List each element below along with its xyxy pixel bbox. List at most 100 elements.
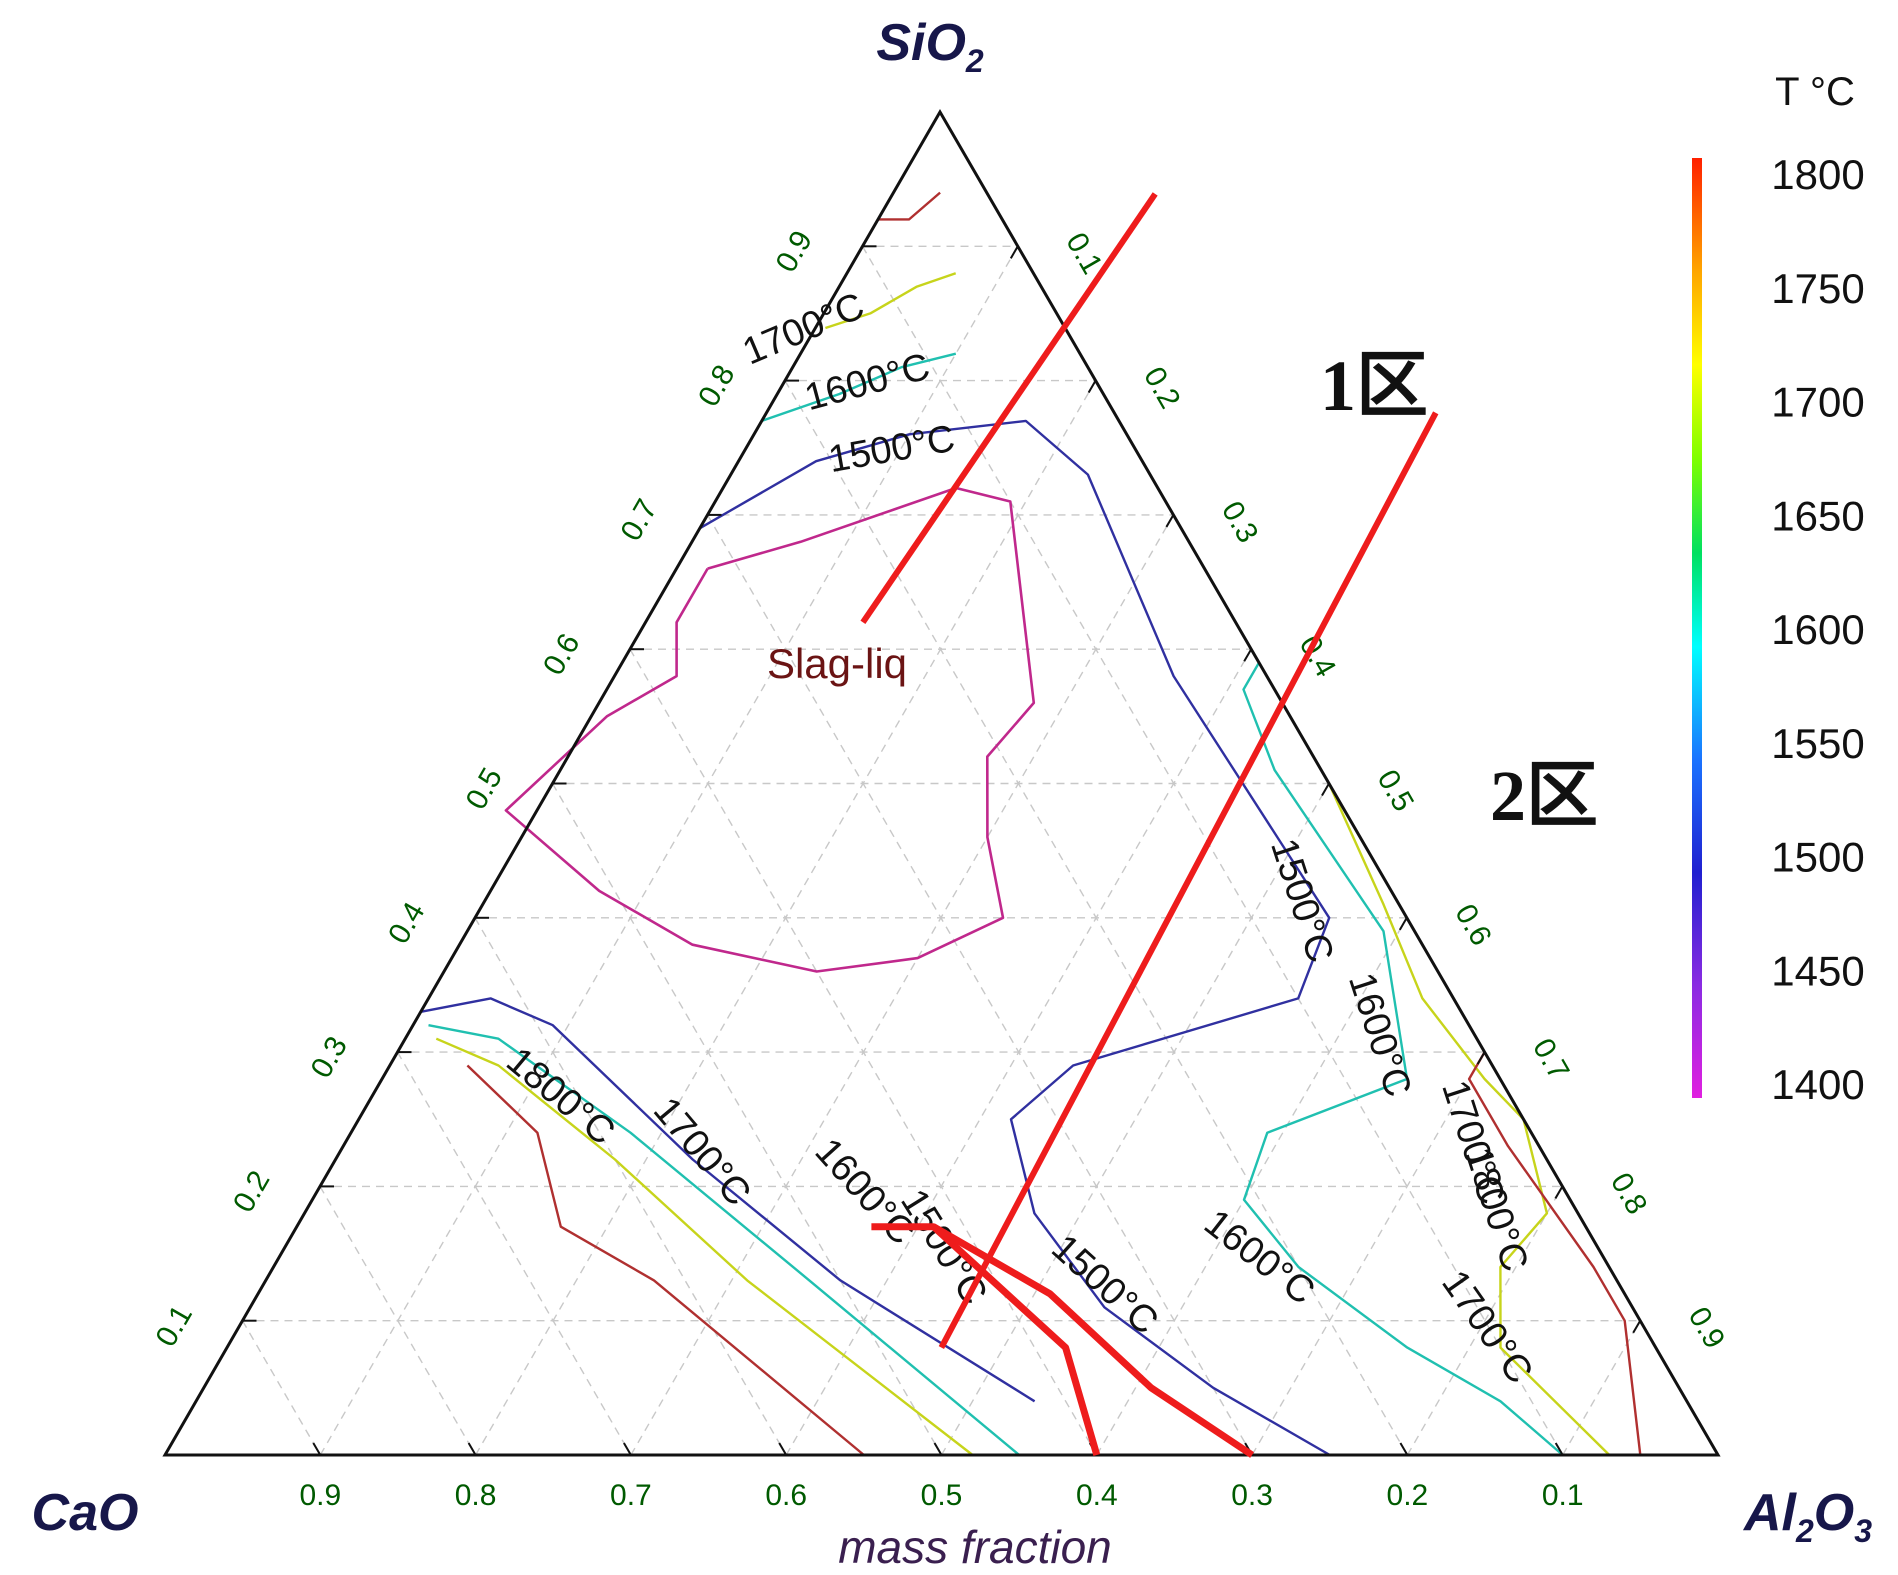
left-tick-label: 0.7 xyxy=(615,494,664,547)
left-tick-label: 0.9 xyxy=(770,225,819,278)
bottom-tick-label: 0.2 xyxy=(1387,1479,1429,1512)
right-tick-mark xyxy=(1087,380,1097,394)
liquidus-boundary xyxy=(504,486,1036,973)
colorbar-tick-label: 1600 xyxy=(1771,606,1864,653)
zone-1-label: 1区 xyxy=(1320,346,1428,426)
isotherm-label: 1800°C xyxy=(1457,1143,1536,1277)
right-tick-mark xyxy=(1398,917,1408,931)
zone-2-label: 2区 xyxy=(1490,756,1598,836)
isotherm-1700 xyxy=(435,1037,974,1456)
right-tick-label: 0.5 xyxy=(1371,764,1420,817)
bottom-tick-mark xyxy=(467,1442,477,1456)
grid-line xyxy=(861,245,1564,1456)
red-boundary-line xyxy=(871,1223,1101,1456)
grid-line xyxy=(241,1320,321,1456)
liquidus-line xyxy=(504,486,1036,973)
colorbar-tick-label: 1400 xyxy=(1771,1061,1864,1108)
grid-line xyxy=(319,245,1019,1456)
right-tick-mark xyxy=(1165,514,1175,528)
colorbar-tick-label: 1500 xyxy=(1771,834,1864,881)
top-component-label: SiO2 xyxy=(876,14,984,79)
isotherm-label: 1500°C xyxy=(1262,834,1341,968)
zone-lines xyxy=(860,192,1439,1349)
right-tick-label: 0.8 xyxy=(1604,1167,1653,1220)
bottom-tick-mark xyxy=(1399,1442,1409,1456)
right-tick-mark xyxy=(1009,245,1019,259)
left-tick-label: 0.1 xyxy=(150,1300,199,1353)
bottom-tick-mark xyxy=(312,1442,322,1456)
axis-title: mass fraction xyxy=(838,1521,1112,1573)
grid-line xyxy=(551,783,943,1456)
left-tick-label: 0.3 xyxy=(305,1031,354,1084)
isotherm-1500 xyxy=(420,997,1036,1403)
isotherm-lines xyxy=(420,191,1642,1457)
bottom-tick-label: 0.8 xyxy=(455,1479,497,1512)
colorbar-ticks: 1800 1750 1700 1650 1600 1550 1500 1450 1400 xyxy=(1771,151,1864,1108)
red-boundary xyxy=(871,1223,1255,1458)
left-tick-label: 0.2 xyxy=(227,1165,276,1218)
colorbar-tick-label: 1800 xyxy=(1771,151,1864,198)
colorbar-tick-label: 1650 xyxy=(1771,492,1864,539)
left-tick-label: 0.5 xyxy=(460,762,509,815)
isotherm-1800 xyxy=(466,1064,865,1456)
bottom-tick-label: 0.1 xyxy=(1542,1479,1584,1512)
grid-line xyxy=(1096,917,1408,1456)
isotherm-label: 1500°C xyxy=(825,418,958,481)
right-tick-label: 0.9 xyxy=(1682,1302,1731,1355)
right-tick-mark xyxy=(1554,1185,1564,1199)
right-tick-mark xyxy=(1321,782,1330,797)
bottom-tick-label: 0.3 xyxy=(1231,1479,1273,1512)
isotherm-label: 1700°C xyxy=(645,1090,759,1214)
isotherm-label: 1800°C xyxy=(498,1040,622,1154)
isotherm-label: 1500°C xyxy=(1043,1227,1166,1343)
isotherm-1600 xyxy=(428,1024,1020,1456)
bottom-tick-label: 0.9 xyxy=(299,1479,341,1512)
right-component-label: Al2O3 xyxy=(1742,1484,1872,1549)
grid-line xyxy=(1406,1186,1564,1456)
grid-line xyxy=(940,783,1330,1456)
left-tick-label: 0.4 xyxy=(382,897,431,950)
right-tick-mark xyxy=(1632,1320,1642,1334)
red-boundary-line xyxy=(931,1223,1255,1458)
isotherm-label: 1600°C xyxy=(800,346,934,419)
bottom-tick-mark xyxy=(933,1442,943,1456)
isotherm-label: 1500°C xyxy=(892,1182,995,1312)
isotherm-labels: 1700°C1600°C1500°C1500°C1600°C1700°C1800… xyxy=(498,285,1540,1391)
left-tick-label: 0.6 xyxy=(537,628,586,681)
bottom-tick-label: 0.6 xyxy=(765,1479,807,1512)
right-tick-label: 0.6 xyxy=(1448,899,1497,952)
zone-2-line xyxy=(938,411,1439,1349)
isotherm-1800 xyxy=(1467,1051,1642,1456)
isotherm-label: 1700°C xyxy=(737,285,870,373)
grid-line xyxy=(1562,1320,1641,1456)
left-tick-label: 0.8 xyxy=(692,360,741,413)
colorbar-tick-label: 1750 xyxy=(1771,265,1864,312)
colorbar-tick-label: 1700 xyxy=(1771,379,1864,426)
zone-1-line xyxy=(860,192,1158,625)
slag-liq-label: Slag-liq xyxy=(767,640,907,687)
isotherm-1600 xyxy=(761,352,957,423)
right-tick-label: 0.3 xyxy=(1215,496,1264,549)
grid-line xyxy=(1251,1051,1486,1456)
colorbar xyxy=(1692,158,1702,1098)
colorbar-title: T °C xyxy=(1775,70,1855,114)
colorbar-tick-label: 1450 xyxy=(1771,947,1864,994)
right-tick-mark xyxy=(1243,648,1253,662)
left-component-label: CaO xyxy=(32,1484,139,1542)
isotherm-label: 1600°C xyxy=(807,1130,923,1253)
right-tick-label: 0.2 xyxy=(1137,362,1186,415)
right-tick-label: 0.7 xyxy=(1526,1033,1575,1086)
bottom-tick-mark xyxy=(1554,1442,1564,1456)
grid-line xyxy=(396,1051,632,1456)
bottom-tick-label: 0.5 xyxy=(921,1479,963,1512)
bottom-tick-mark xyxy=(623,1442,632,1456)
grid-line xyxy=(474,917,787,1456)
bottom-tick-label: 0.4 xyxy=(1076,1479,1118,1512)
isotherm-1700 xyxy=(825,272,957,330)
right-tick-mark xyxy=(1476,1051,1486,1065)
isotherm-label: 1600°C xyxy=(1340,968,1419,1102)
grid-line xyxy=(319,1186,477,1456)
isotherm-1800 xyxy=(878,191,941,221)
colorbar-tick-label: 1550 xyxy=(1771,720,1864,767)
